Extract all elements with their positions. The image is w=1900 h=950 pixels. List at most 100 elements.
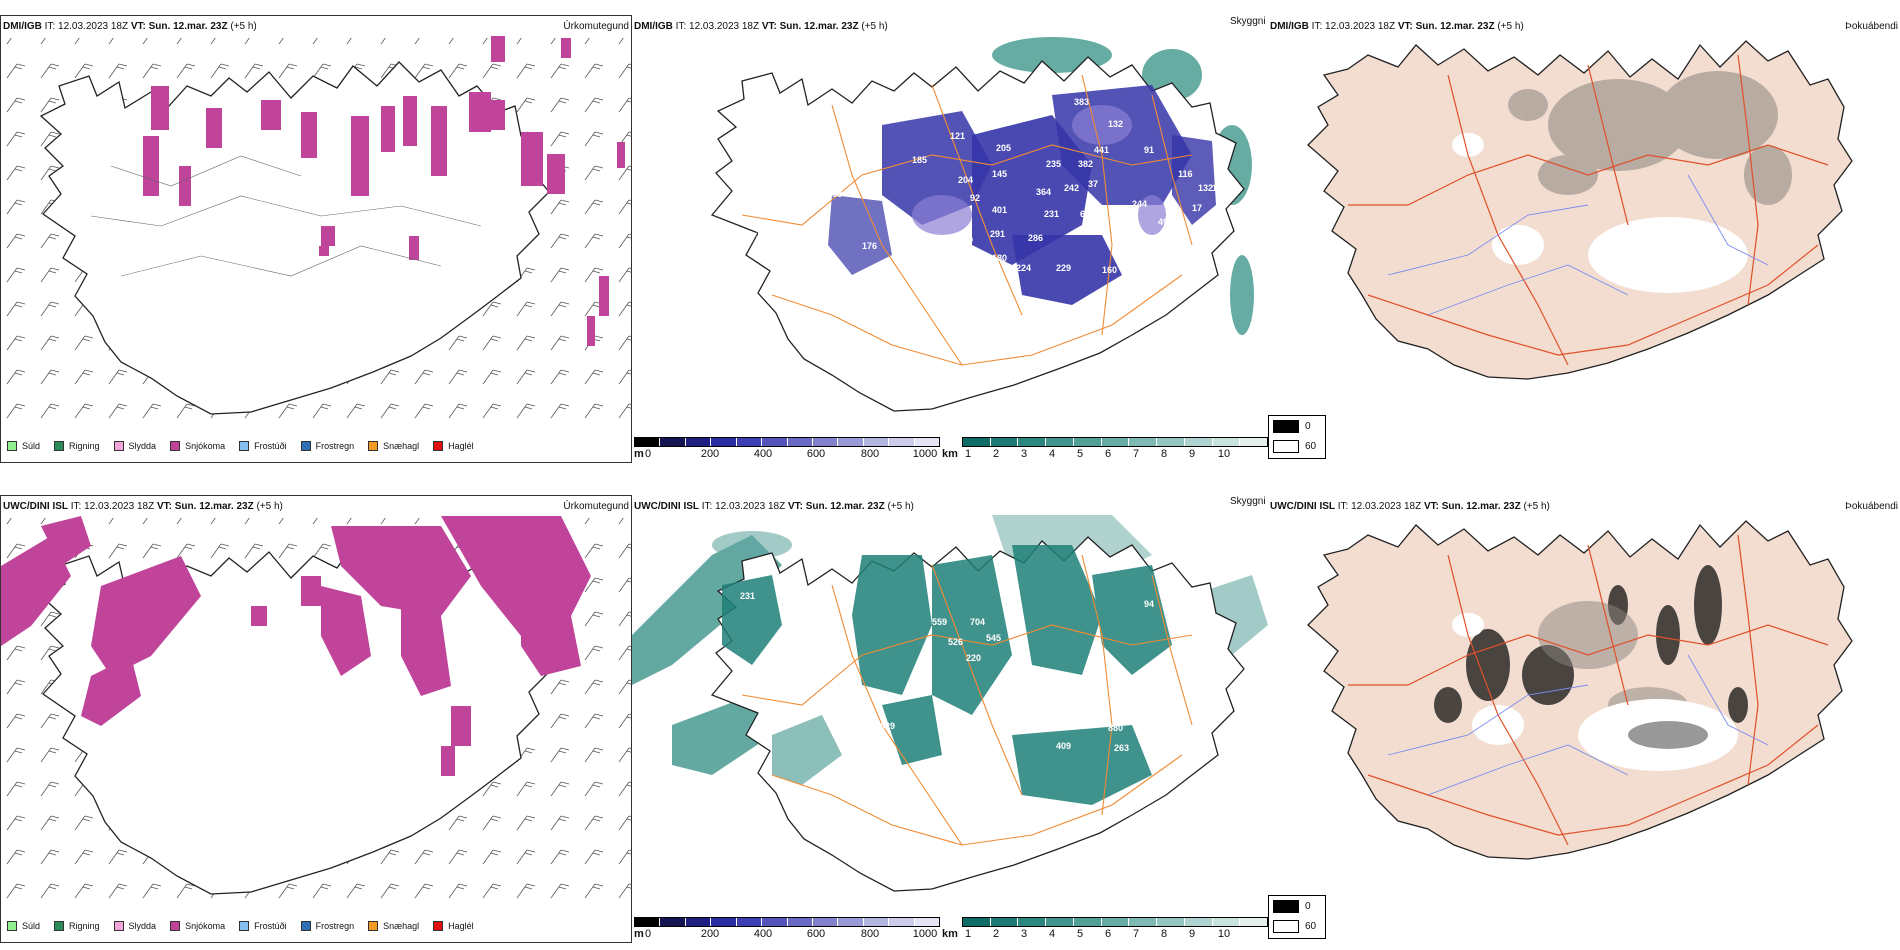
cloud-title: Skyggni <box>1230 496 1266 507</box>
cloud-label: 441 <box>1094 145 1109 155</box>
precip-legend: Súld Rigning Slydda Snjókoma Frostúði Fr… <box>7 921 488 931</box>
visibility-tick: 6 <box>1104 928 1112 940</box>
legend-swatch <box>54 441 65 451</box>
cloud-label: 364 <box>1036 187 1051 197</box>
cloud-label: 629 <box>880 721 895 731</box>
cloud-label: 185 <box>912 155 927 165</box>
legend-item: Snæhagl <box>368 921 419 931</box>
cloud-label: 566 <box>944 295 959 305</box>
visibility-unit: km <box>942 448 958 460</box>
cloud-label: 526 <box>948 637 963 647</box>
legend-swatch <box>54 921 65 931</box>
panel-header: DMI/IGB IT: 12.03.2023 18Z VT: Sun. 12.m… <box>1270 21 1524 32</box>
legend-swatch <box>433 921 444 931</box>
visibility-tick: 1 <box>964 448 972 460</box>
legend-item: Rigning <box>54 921 100 931</box>
legend-swatch <box>170 441 181 451</box>
legend-swatch <box>239 921 250 931</box>
visibility-tick: 2 <box>992 928 1000 940</box>
cloud-label: 401 <box>992 205 1007 215</box>
cloud-label: 704 <box>970 617 985 627</box>
legend-swatch <box>300 441 311 451</box>
legend-swatch <box>170 921 181 931</box>
cloud-label: 631 <box>1080 209 1095 219</box>
cloud-label: 51 <box>940 279 950 289</box>
cloud-label: 880 <box>1108 723 1123 733</box>
visibility-tick: 9 <box>1188 928 1196 940</box>
visibility-tick: 6 <box>1104 448 1112 460</box>
legend-item: Haglél <box>433 921 474 931</box>
cloud-label: 229 <box>1056 263 1071 273</box>
cloud-label: 224 <box>1016 263 1031 273</box>
visibility-tick: 8 <box>1160 928 1168 940</box>
fog-legend-item: 60 <box>1273 440 1316 453</box>
legend-item: Snjókoma <box>170 921 225 931</box>
precip-panel-row2: UWC/DINI ISL IT: 12.03.2023 18Z VT: Sun.… <box>0 495 632 943</box>
fog-panel-row1: DMI/IGB IT: 12.03.2023 18Z VT: Sun. 12.m… <box>1268 15 1900 463</box>
legend-swatch <box>300 921 311 931</box>
cloud-label: 559 <box>932 617 947 627</box>
precip-title: Úrkomutegund <box>563 501 629 512</box>
iceland-outline <box>39 61 550 415</box>
cloud-label: 92 <box>970 193 980 203</box>
precip-panel-row1: DMI/IGB IT: 12.03.2023 18Z VT: Sun. 12.m… <box>0 15 632 463</box>
precip-legend: Súld Rigning Slydda Snjókoma Frostúði Fr… <box>7 441 488 451</box>
visibility-tick: 10 <box>1217 928 1231 940</box>
visibility-unit: km <box>942 928 958 940</box>
precip-map <box>1 36 631 436</box>
iceland-outline <box>1307 520 1853 860</box>
cloud-label: 180 <box>992 253 1007 263</box>
fog-legend: 0 60 <box>1268 415 1326 459</box>
precip-title: Úrkomutegund <box>563 21 629 32</box>
legend-swatch <box>113 921 124 931</box>
cloud-label: 545 <box>986 633 1001 643</box>
cloud-label: 231 <box>740 591 755 601</box>
cloud-base-tick: 1000 <box>912 928 938 940</box>
cloud-label: 132 <box>1198 183 1213 193</box>
visibility-tick: 1 <box>964 928 972 940</box>
cloud-label: 231 <box>1044 209 1059 219</box>
visibility-tick: 3 <box>1020 928 1028 940</box>
cloud-label: 242 <box>1064 183 1079 193</box>
visibility-tick: 3 <box>1020 448 1028 460</box>
cloud-base-colorbar <box>634 437 940 447</box>
fog-swatch <box>1273 920 1299 933</box>
cloud-base-tick: 400 <box>753 928 773 940</box>
legend-swatch <box>7 441 17 451</box>
cloud-panel-row1: DMI/IGB IT: 12.03.2023 18Z VT: Sun. 12.m… <box>632 15 1268 463</box>
cloud-base-tick: 1000 <box>912 448 938 460</box>
cloud-base-tick: 200 <box>700 448 720 460</box>
legend-item: Slydda <box>113 921 156 931</box>
cloud-label: 49 <box>1158 217 1168 227</box>
cloud-label: 116 <box>1178 169 1193 179</box>
legend-swatch <box>113 441 124 451</box>
legend-item: Frostúði <box>239 441 287 451</box>
cloud-base-tick: 200 <box>700 928 720 940</box>
visibility-tick: 8 <box>1160 448 1168 460</box>
fog-legend-item: 0 <box>1273 900 1311 913</box>
cloud-label: 263 <box>1114 743 1129 753</box>
fog-map <box>1307 40 1853 380</box>
panel-header: UWC/DINI ISL IT: 12.03.2023 18Z VT: Sun.… <box>3 501 283 512</box>
legend-item: Frostúði <box>239 921 287 931</box>
visibility-tick: 4 <box>1048 448 1056 460</box>
visibility-tick: 5 <box>1076 448 1084 460</box>
legend-item: Slydda <box>113 441 156 451</box>
visibility-tick: 10 <box>1217 448 1231 460</box>
legend-item: Súld <box>7 441 40 451</box>
cloud-title: Skyggni <box>1230 16 1266 27</box>
visibility-tick: 2 <box>992 448 1000 460</box>
visibility-tick: 7 <box>1132 448 1140 460</box>
cloud-label: 254 <box>950 715 965 725</box>
cloud-label: 286 <box>1028 233 1043 243</box>
fog-title: Þokuábendi <box>1845 501 1898 512</box>
fog-swatch <box>1273 420 1299 433</box>
cloud-label: 155 <box>756 229 771 239</box>
cloud-map: 231 559 704 545 220 526 391 629 254 577 … <box>632 515 1268 892</box>
legend-swatch <box>7 921 17 931</box>
cloud-label: 142 <box>792 135 807 145</box>
panel-header: DMI/IGB IT: 12.03.2023 18Z VT: Sun. 12.m… <box>634 21 888 32</box>
cloud-label: 235 <box>1046 159 1061 169</box>
cloud-base-tick: 0 <box>644 448 652 460</box>
cloud-label: 179 <box>1172 249 1187 259</box>
